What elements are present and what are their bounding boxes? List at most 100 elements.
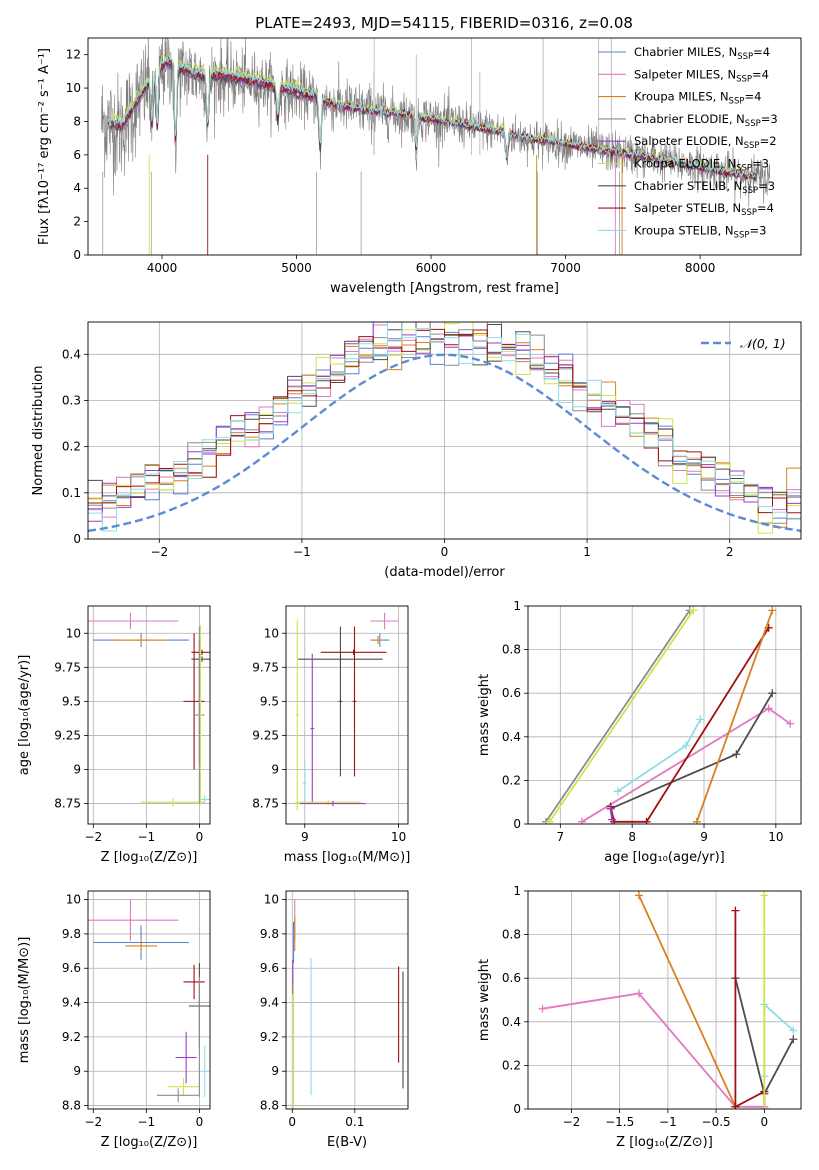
panel-2: −2 −1 0 1 2 0 0.1 0.2 0.3 0.4 (data-model)/error No…: [31, 321, 802, 580]
legend-label: Chabrier STELIB, NSSP=3: [634, 179, 775, 196]
y-tick-label: 10: [264, 626, 279, 640]
y-tick-label: 0: [73, 532, 81, 546]
y-tick-label: 9: [73, 1064, 81, 1078]
mass-weight-point: [760, 891, 769, 900]
legend-label-sub: SSP: [741, 208, 757, 218]
legend-label-tail: =3: [752, 157, 769, 171]
y-axis-label: mass weight: [477, 674, 492, 756]
x-tick-label: 0: [196, 1115, 204, 1129]
x-axis-label: (data-model)/error: [384, 565, 505, 580]
y-tick-label: 9.6: [62, 961, 81, 975]
y-tick-label: 9.25: [252, 728, 279, 742]
legend-label-text: Chabrier MILES, N: [634, 45, 737, 59]
x-axis-label: wavelength [Angstrom, rest frame]: [330, 281, 559, 296]
legend-label-tail: =3: [758, 179, 775, 193]
x-tick-label: 2: [726, 545, 734, 559]
mass-weight-point: [692, 817, 701, 824]
mass-weight-line-kroupa_miles: [638, 895, 737, 1108]
legend-label: Salpeter MILES, NSSP=4: [634, 67, 769, 84]
y-axis-label: Flux [fλ10⁻¹⁷ erg cm⁻² s⁻¹ A⁻¹]: [37, 48, 52, 245]
legend-label: Kroupa STELIB, NSSP=3: [634, 223, 766, 240]
legend-label-tail: =4: [744, 90, 761, 104]
legend-label-text: Salpeter STELIB, N: [634, 201, 741, 215]
legend-label-sub: SSP: [736, 164, 752, 174]
y-tick-label: 9.2: [260, 1030, 279, 1044]
y-tick-label: 9.5: [260, 694, 279, 708]
axes-frame: [285, 605, 409, 825]
x-tick-label: 0: [761, 1115, 769, 1129]
y-tick-label: 9.2: [62, 1030, 81, 1044]
y-tick-label: 9.6: [260, 961, 279, 975]
y-tick-label: 0: [73, 248, 81, 262]
legend-label-text: Kroupa STELIB, N: [634, 223, 734, 237]
y-tick-label: 12: [66, 48, 81, 62]
y-axis-label: mass weight: [477, 959, 492, 1041]
mass-weight-line-chabrier_elodie: [545, 609, 691, 823]
mass-weight-line-kroupa_elodie: [548, 609, 694, 823]
mass-weight-line-salpeter_miles: [542, 992, 765, 1108]
mass-weight-point: [731, 906, 740, 915]
y-tick-label: 0.1: [62, 486, 81, 500]
y-tick-label: 9: [271, 763, 279, 777]
mass-weight-point: [696, 715, 705, 724]
y-tick-label: 0.6: [502, 971, 521, 985]
panel-1: 4000 5000 6000 7000 8000 0 2 4 6 8 10 12 wavelength …: [37, 37, 802, 296]
y-tick-label: 9.5: [62, 694, 81, 708]
x-axis-label: Z [log₁₀(Z/Z⊙)]: [101, 850, 198, 865]
x-tick-label: −2: [150, 545, 168, 559]
mass-weight-line-salpeter_stelib: [609, 627, 770, 823]
residual-histogram-line: [88, 322, 801, 532]
legend-label-text: Chabrier STELIB, N: [634, 179, 742, 193]
y-tick-label: 9.75: [54, 660, 81, 674]
y-tick-label: 0.2: [502, 1058, 521, 1072]
x-tick-label: 6000: [416, 261, 447, 275]
legend-label-sub: SSP: [736, 74, 752, 84]
x-tick-label: 9: [700, 830, 708, 844]
x-tick-label: −1: [137, 1115, 155, 1129]
x-tick-label: 0.1: [345, 1115, 364, 1129]
panel-4: 9 10 8.75 9 9.25 9.5 9.75 10 mass [log₁₀(M/M⊙)]: [252, 605, 410, 865]
mass-weight-line-kroupa_miles: [695, 610, 774, 823]
y-tick-label: 0.2: [62, 440, 81, 454]
mass-weight-point: [634, 989, 643, 998]
mass-weight-point: [764, 704, 773, 713]
x-tick-label: −1: [659, 1115, 677, 1129]
legend-label: Salpeter ELODIE, NSSP=2: [634, 134, 777, 151]
x-tick-label: 1: [583, 545, 591, 559]
x-axis-label: E(B-V): [327, 1135, 367, 1150]
mass-weight-point: [732, 750, 741, 759]
legend-label: Kroupa MILES, NSSP=4: [634, 90, 761, 107]
legend-label-sub: SSP: [737, 52, 753, 62]
panel-3: −2 −1 0 8.75 9 9.25 9.5 9.75 10 Z [log₁₀(Z/Z⊙)] ag…: [17, 605, 211, 865]
legend-label-text: Kroupa MILES, N: [634, 90, 729, 104]
mass-weight-point: [731, 1102, 740, 1109]
figure-title: PLATE=2493, MJD=54115, FIBERID=0316, z=0…: [255, 14, 633, 32]
x-tick-label: 0: [441, 545, 449, 559]
mass-weight-point: [634, 891, 643, 900]
legend-label: Kroupa ELODIE, NSSP=3: [634, 157, 769, 174]
panel-5: 7 8 9 10 0 0.2 0.4 0.6 0.8 1 age [log₁₀(age/yr)] ma…: [477, 599, 802, 865]
legend-label-sub: SSP: [734, 230, 750, 240]
legend-label-text: Kroupa ELODIE, N: [634, 157, 736, 171]
mass-weight-point: [682, 741, 691, 750]
legend-label: Chabrier MILES, NSSP=4: [634, 45, 770, 62]
legend-label-tail: =4: [752, 67, 769, 81]
y-tick-label: 0.3: [62, 393, 81, 407]
y-tick-label: 0.4: [502, 730, 521, 744]
mass-weight-point: [786, 719, 795, 728]
y-tick-label: 0: [513, 1102, 521, 1116]
y-tick-label: 9.8: [62, 927, 81, 941]
axes-frame: [527, 890, 802, 1110]
y-axis-label: mass [log₁₀(M/M⊙)]: [17, 937, 32, 1064]
mass-weight-point: [577, 817, 586, 824]
y-tick-label: 9: [271, 1064, 279, 1078]
x-tick-label: −2: [84, 830, 102, 844]
y-axis-label: age [log₁₀(age/yr)]: [17, 655, 32, 776]
mass-weight-point: [768, 606, 777, 615]
legend-label: Salpeter STELIB, NSSP=4: [634, 201, 774, 218]
x-tick-label: −1: [293, 545, 311, 559]
mass-weight-point: [538, 1004, 547, 1013]
axes-frame: [285, 890, 409, 1110]
y-tick-label: 0.4: [62, 347, 81, 361]
